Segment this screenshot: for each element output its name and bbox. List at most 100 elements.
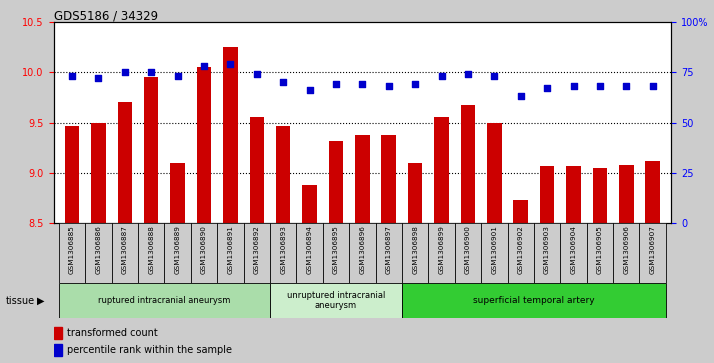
Bar [85,223,111,283]
Point [331,81,342,87]
Point [146,69,157,75]
Point [66,73,78,79]
Point [541,85,553,91]
Bar [217,223,243,283]
Bar [640,223,666,283]
Bar [428,223,455,283]
Point [647,83,658,89]
Bar [54,327,63,339]
Bar [91,122,106,223]
Point [304,87,316,93]
Bar [223,47,238,223]
Bar [434,118,449,223]
Bar [296,223,323,283]
Bar [560,223,587,283]
Text: GSM1306907: GSM1306907 [650,225,655,274]
Bar [59,283,270,318]
Bar [376,223,402,283]
Text: GSM1306895: GSM1306895 [333,225,339,274]
Text: GDS5186 / 34329: GDS5186 / 34329 [54,9,158,22]
Text: GSM1306890: GSM1306890 [201,225,207,274]
Point [462,71,473,77]
Text: GSM1306896: GSM1306896 [359,225,366,274]
Text: unruptured intracranial
aneurysm: unruptured intracranial aneurysm [287,291,385,310]
Bar [455,223,481,283]
Text: GSM1306887: GSM1306887 [122,225,128,274]
Bar [118,102,132,223]
Bar [243,223,270,283]
Bar [138,223,164,283]
Point [488,73,500,79]
Bar [270,223,296,283]
Text: GSM1306894: GSM1306894 [306,225,313,274]
Bar [645,161,660,223]
Bar [402,283,666,318]
Bar [540,166,554,223]
Bar [191,223,217,283]
Bar [619,165,633,223]
Text: GSM1306885: GSM1306885 [69,225,75,274]
Bar [171,163,185,223]
Point [436,73,447,79]
Point [172,73,183,79]
Bar [249,118,264,223]
Point [198,63,210,69]
Point [383,83,394,89]
Text: GSM1306898: GSM1306898 [412,225,418,274]
Text: GSM1306891: GSM1306891 [227,225,233,274]
Bar [408,163,423,223]
Text: GSM1306903: GSM1306903 [544,225,550,274]
Bar [566,166,580,223]
Bar [461,105,476,223]
Point [594,83,605,89]
Text: GSM1306901: GSM1306901 [491,225,498,274]
Bar [613,223,640,283]
Text: superficial temporal artery: superficial temporal artery [473,296,595,305]
Text: transformed count: transformed count [67,328,158,338]
Bar [355,135,370,223]
Point [620,83,632,89]
Bar [328,140,343,223]
Text: GSM1306899: GSM1306899 [438,225,445,274]
Bar [349,223,376,283]
Text: GSM1306905: GSM1306905 [597,225,603,274]
Text: GSM1306897: GSM1306897 [386,225,392,274]
Point [278,79,289,85]
Point [356,81,368,87]
Text: GSM1306889: GSM1306889 [175,225,181,274]
Text: GSM1306888: GSM1306888 [149,225,154,274]
Point [515,93,526,99]
Bar [54,344,63,356]
Bar [323,223,349,283]
Point [119,69,131,75]
Bar [513,200,528,223]
Bar [381,135,396,223]
Point [225,61,236,67]
Text: ▶: ▶ [37,295,45,306]
Bar [59,223,85,283]
Bar [164,223,191,283]
Bar [111,223,138,283]
Bar [65,126,79,223]
Bar [593,168,607,223]
Bar [144,77,159,223]
Point [409,81,421,87]
Text: ruptured intracranial aneurysm: ruptured intracranial aneurysm [99,296,231,305]
Text: GSM1306893: GSM1306893 [280,225,286,274]
Bar [587,223,613,283]
Bar [270,283,402,318]
Bar [487,122,501,223]
Bar [276,126,291,223]
Text: GSM1306900: GSM1306900 [465,225,471,274]
Bar [534,223,560,283]
Bar [197,67,211,223]
Point [93,75,104,81]
Bar [302,185,317,223]
Text: GSM1306906: GSM1306906 [623,225,629,274]
Text: GSM1306904: GSM1306904 [570,225,576,274]
Bar [402,223,428,283]
Bar [481,223,508,283]
Text: percentile rank within the sample: percentile rank within the sample [67,345,232,355]
Point [568,83,579,89]
Text: tissue: tissue [6,295,35,306]
